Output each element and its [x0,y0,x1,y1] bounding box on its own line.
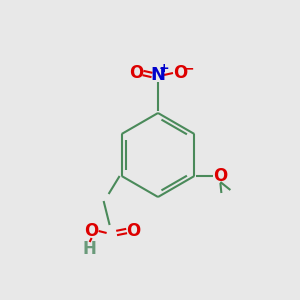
Text: O: O [85,222,99,240]
Text: O: O [127,222,141,240]
Text: O: O [173,64,187,82]
Text: O: O [129,64,143,82]
Text: H: H [83,240,97,258]
Text: N: N [151,66,166,84]
Text: O: O [213,167,227,185]
Text: −: − [182,61,194,75]
Text: +: + [159,62,169,76]
